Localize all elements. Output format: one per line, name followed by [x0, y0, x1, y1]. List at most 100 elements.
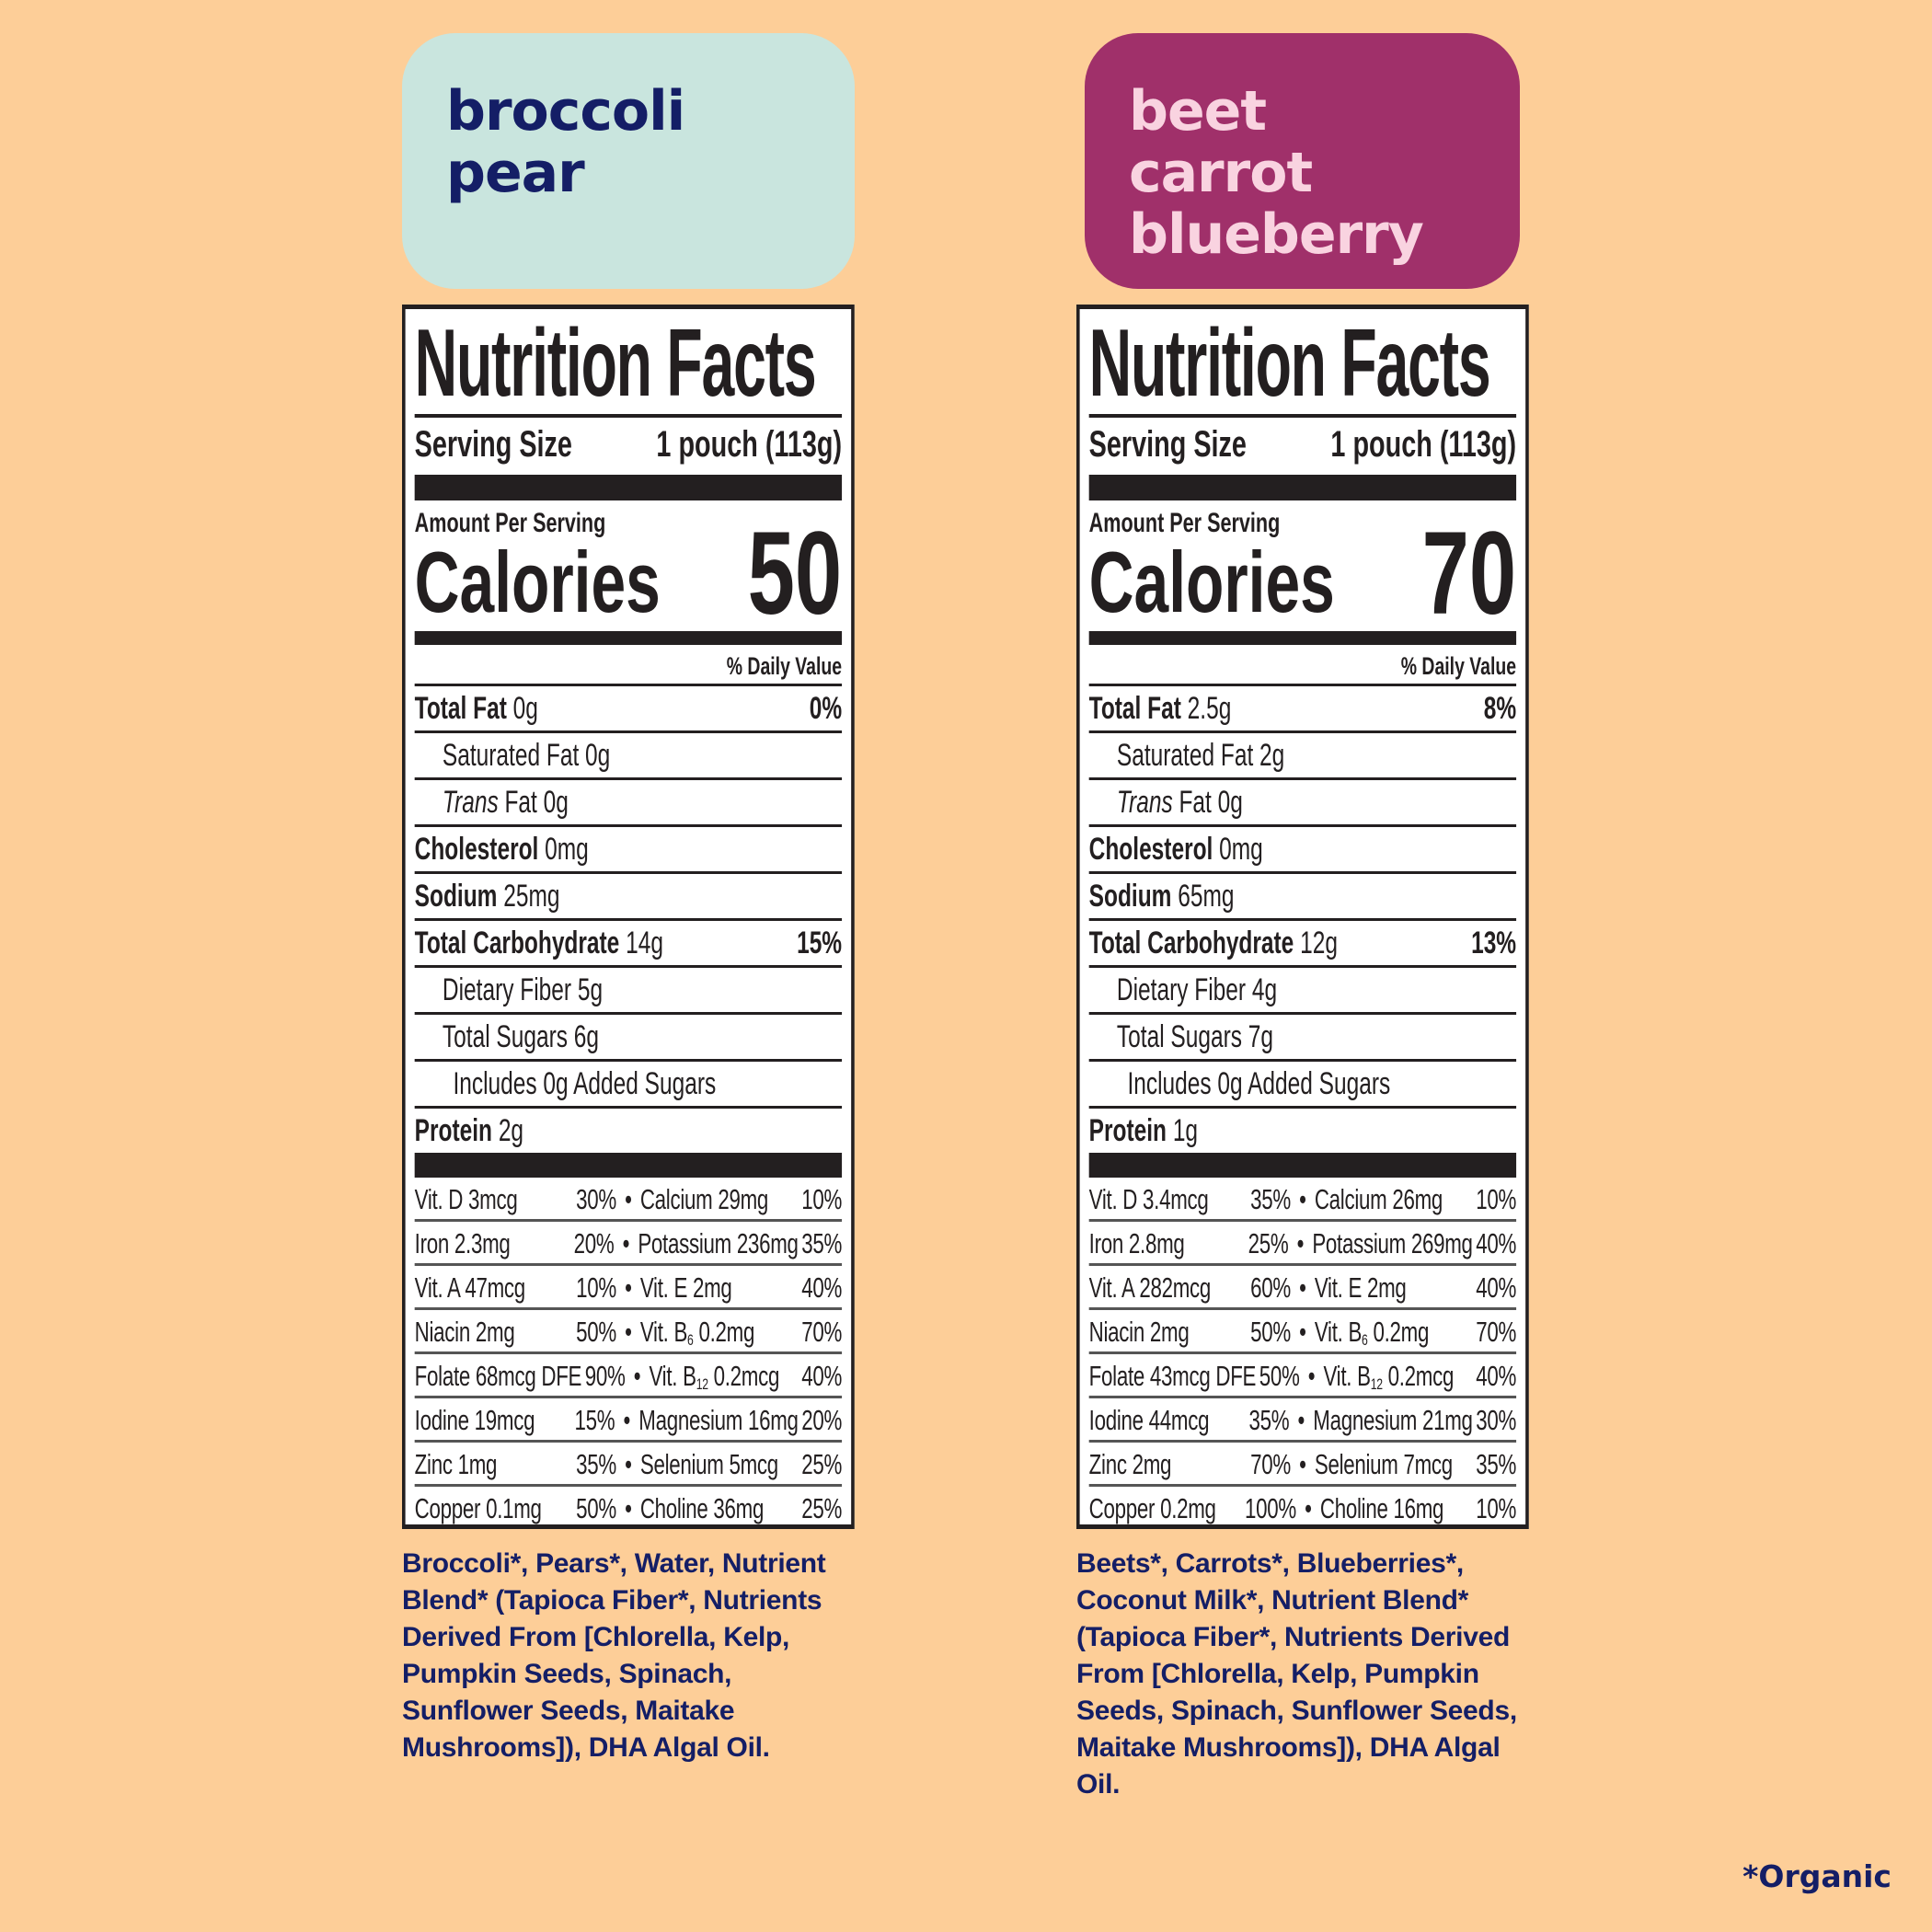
- nutrient-row: Trans Fat 0g: [414, 780, 843, 827]
- nutrient-name-group: Total Sugars 6g: [415, 1019, 599, 1055]
- label-title-wrap: Nutrition Facts: [1089, 309, 1516, 414]
- nutrient-name-group: Cholesterol 0mg: [415, 832, 589, 868]
- vitamin-name: Calcium 26mg: [1315, 1178, 1473, 1221]
- vitamin-name: Vit. E 2mg: [1315, 1266, 1473, 1309]
- vitamin-name-text: Vit. B: [1323, 1360, 1371, 1392]
- vitamin-name-text: Potassium 236mg: [638, 1227, 799, 1259]
- vitamin-name: Choline 36mg: [640, 1487, 799, 1524]
- nutrient-name-group: Sodium 65mg: [1089, 879, 1235, 914]
- vitamin-name: Vit. D 3.4mcg: [1089, 1178, 1248, 1221]
- label-title-wrap: Nutrition Facts: [415, 309, 842, 414]
- vitamin-list: Vit. D 3.4mcg 35% • Calcium 26mg 10% Iron 2.8…: [1088, 1178, 1517, 1524]
- serving-size-row: Serving Size 1 pouch (113g): [1089, 418, 1516, 471]
- serving-size-value: 1 pouch (113g): [1330, 423, 1517, 465]
- vitamin-name-text: Copper 0.2mg: [1088, 1492, 1216, 1524]
- vitamin-name: Choline 16mg: [1320, 1487, 1473, 1524]
- nutrient-name-group: Total Carbohydrate 12g: [1089, 926, 1338, 961]
- ingredients-line: (Tapioca Fiber*, Nutrients Derived: [1076, 1622, 1511, 1652]
- nutrient-name: Fat 0g: [1172, 784, 1243, 820]
- vitamin-name: Selenium 7mcg: [1315, 1443, 1473, 1486]
- vitamin-daily-value: 25%: [801, 1492, 843, 1524]
- vitamin-daily-value: 90%: [584, 1360, 626, 1392]
- nutrient-row: Dietary Fiber 5g: [414, 968, 843, 1015]
- vitamin-daily-value: 50%: [576, 1316, 616, 1348]
- vitamin-daily-value: 30%: [1476, 1404, 1517, 1436]
- thick-divider: [1088, 631, 1517, 645]
- nutrition-facts-label-beet-carrot-blueberry: Nutrition Facts Serving Size 1 pouch (113g…: [1076, 305, 1529, 1529]
- vitamin-name-text: Copper 0.1mg: [414, 1492, 542, 1524]
- vitamin-name-text: Vit. E 2mg: [1314, 1271, 1407, 1304]
- vitamin-name-text: Iodine 44mcg: [1088, 1404, 1210, 1436]
- serving-size-label: Serving Size: [414, 423, 572, 465]
- vitamin-subscript: 12: [1370, 1375, 1383, 1393]
- nutrient-name: Cholesterol: [414, 831, 539, 867]
- nutrient-row: Total Sugars 6g: [414, 1015, 843, 1062]
- nutrient-row: Total Fat 2.5g 8%: [1088, 686, 1517, 733]
- vitamin-name: Vit. B12 0.2mcg: [1323, 1354, 1472, 1397]
- vitamin-daily-value: 50%: [1259, 1360, 1300, 1392]
- vitamin-amount: 0.2mcg: [707, 1360, 780, 1392]
- nutrient-name: Sodium: [414, 878, 498, 914]
- vitamin-name-text: Potassium 269mg: [1312, 1227, 1473, 1259]
- nutrient-name-group: Protein 1g: [1089, 1113, 1198, 1149]
- ingredients-line: Blend* (Tapioca Fiber*, Nutrients: [402, 1585, 822, 1616]
- nutrient-row: Saturated Fat 0g: [414, 733, 843, 780]
- vitamin-subscript: 6: [1362, 1331, 1368, 1349]
- vitamin-subscript: 6: [687, 1331, 694, 1349]
- nutrient-row: Dietary Fiber 4g: [1088, 968, 1517, 1015]
- vitamin-row: Iron 2.8mg 25% • Potassium 269mg 40%: [1088, 1222, 1516, 1266]
- thick-divider: [414, 475, 843, 500]
- serving-size-row: Serving Size 1 pouch (113g): [415, 418, 842, 471]
- nutrient-name-group: Total Sugars 7g: [1089, 1019, 1273, 1055]
- bullet-icon: •: [633, 1360, 641, 1392]
- vitamin-row: Zinc 2mg 70% • Selenium 7mcg 35%: [1088, 1443, 1516, 1487]
- vitamin-name: Vit. A 282mcg: [1089, 1266, 1248, 1309]
- calories-value: 50: [747, 508, 843, 639]
- vitamin-row: Niacin 2mg 50% • Vit. B6 0.2mg 70%: [1088, 1310, 1516, 1354]
- nutrient-name-group: Dietary Fiber 5g: [415, 972, 603, 1008]
- nutrient-row: Total Carbohydrate 12g 13%: [1088, 921, 1517, 968]
- vitamin-name: Magnesium 16mg: [638, 1398, 799, 1442]
- vitamin-name: Zinc 2mg: [1089, 1443, 1248, 1486]
- amount-per-serving: Amount Per Serving: [1088, 508, 1281, 538]
- calories-label: Calories: [414, 534, 661, 630]
- vitamin-daily-value: 10%: [576, 1271, 616, 1304]
- nutrient-name: Includes 0g Added Sugars: [453, 1065, 717, 1101]
- nutrient-name: Total Sugars 7g: [1116, 1018, 1274, 1054]
- bullet-icon: •: [625, 1183, 632, 1215]
- vitamin-name-text: Vit. B: [649, 1360, 696, 1392]
- nutrient-daily-value: 0%: [809, 690, 843, 726]
- vitamin-daily-value: 20%: [573, 1227, 615, 1259]
- vitamin-name: Vit. B6 0.2mg: [1315, 1310, 1473, 1353]
- nutrient-name: Total Carbohydrate: [1088, 925, 1294, 960]
- vitamin-name: Vit. D 3mcg: [415, 1178, 573, 1221]
- bullet-icon: •: [625, 1271, 632, 1304]
- vitamin-daily-value: 30%: [576, 1183, 616, 1215]
- nutrient-name-italic: Trans: [1116, 784, 1173, 820]
- vitamin-daily-value: 40%: [801, 1360, 843, 1392]
- vitamin-name-text: Iron 2.8mg: [1088, 1227, 1185, 1259]
- vitamin-daily-value: 100%: [1245, 1492, 1296, 1524]
- nutrient-list: Total Fat 0g 0% Saturated Fat 0g Trans Fat …: [414, 686, 843, 1153]
- nutrient-row: Protein 2g: [415, 1109, 842, 1153]
- nutrient-name-group: Sodium 25mg: [415, 879, 560, 914]
- vitamin-name-text: Calcium 29mg: [639, 1183, 769, 1215]
- vitamin-daily-value: 40%: [1476, 1360, 1517, 1392]
- nutrient-amount: 0mg: [545, 831, 589, 867]
- bullet-icon: •: [1296, 1227, 1305, 1259]
- flavor-name-line: beet: [1129, 79, 1267, 144]
- nutrient-row: Total Carbohydrate 14g 15%: [414, 921, 843, 968]
- vitamin-daily-value: 35%: [1250, 1183, 1291, 1215]
- flavor-name-line: broccoli: [446, 79, 685, 144]
- vitamin-name: Vit. B6 0.2mg: [640, 1310, 799, 1353]
- nutrient-amount: 1g: [1172, 1112, 1199, 1148]
- vitamin-name-text: Zinc 2mg: [1088, 1448, 1172, 1480]
- vitamin-row: Copper 0.1mg 50% • Choline 36mg 25%: [414, 1487, 843, 1524]
- nutrient-name: Total Fat: [1088, 690, 1181, 726]
- vitamin-name: Vit. E 2mg: [640, 1266, 799, 1309]
- vitamin-list: Vit. D 3mcg 30% • Calcium 29mg 10% Iron 2.3mg…: [414, 1178, 843, 1524]
- organic-footnote: *Organic: [1742, 1858, 1892, 1894]
- nutrient-name: Saturated Fat 2g: [1116, 737, 1285, 773]
- vitamin-daily-value: 70%: [801, 1316, 843, 1348]
- vitamin-daily-value: 50%: [1250, 1316, 1291, 1348]
